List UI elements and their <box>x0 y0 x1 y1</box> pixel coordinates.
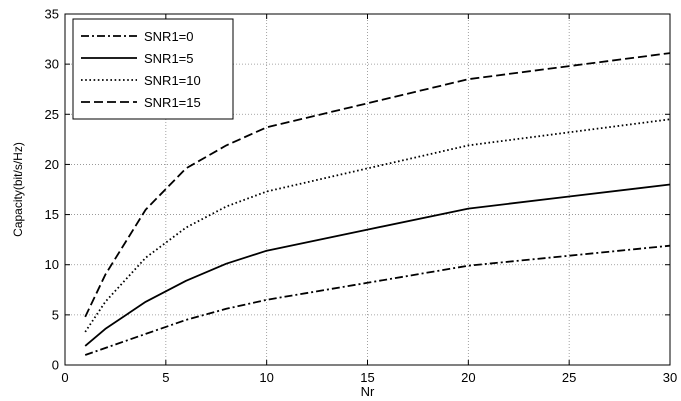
x-tick-label: 20 <box>461 370 475 385</box>
y-tick-label: 0 <box>52 358 59 373</box>
series-line-4 <box>84 52 671 318</box>
series-line-3 <box>84 118 671 333</box>
series-line-2 <box>84 183 671 347</box>
y-tick-label: 35 <box>45 7 59 22</box>
x-tick-label: 5 <box>162 370 169 385</box>
y-tick-label: 20 <box>45 157 59 172</box>
axis-ticks: 0 5 10 15 20 25 30 0 5 10 15 20 25 30 35 <box>45 7 678 386</box>
y-tick-label: 15 <box>45 207 59 222</box>
grid <box>65 14 670 365</box>
y-tick-label: 10 <box>45 257 59 272</box>
legend-label-2: SNR1=5 <box>144 51 194 66</box>
legend: SNR1=0 SNR1=5 SNR1=10 SNR1=15 <box>72 18 234 120</box>
y-tick-label: 5 <box>52 307 59 322</box>
x-tick-label: 0 <box>61 370 68 385</box>
x-tick-label: 25 <box>562 370 576 385</box>
legend-label-4: SNR1=15 <box>144 95 201 110</box>
y-tick-label: 30 <box>45 57 59 72</box>
series-lines <box>84 52 671 356</box>
legend-label-1: SNR1=0 <box>144 29 194 44</box>
x-axis-label: Nr <box>361 384 375 399</box>
x-tick-label: 10 <box>259 370 273 385</box>
y-axis-label: Capacity(bit/s/Hz) <box>11 142 25 237</box>
x-tick-label: 15 <box>360 370 374 385</box>
x-tick-label: 30 <box>663 370 677 385</box>
legend-label-3: SNR1=10 <box>144 73 201 88</box>
y-tick-label: 25 <box>45 107 59 122</box>
